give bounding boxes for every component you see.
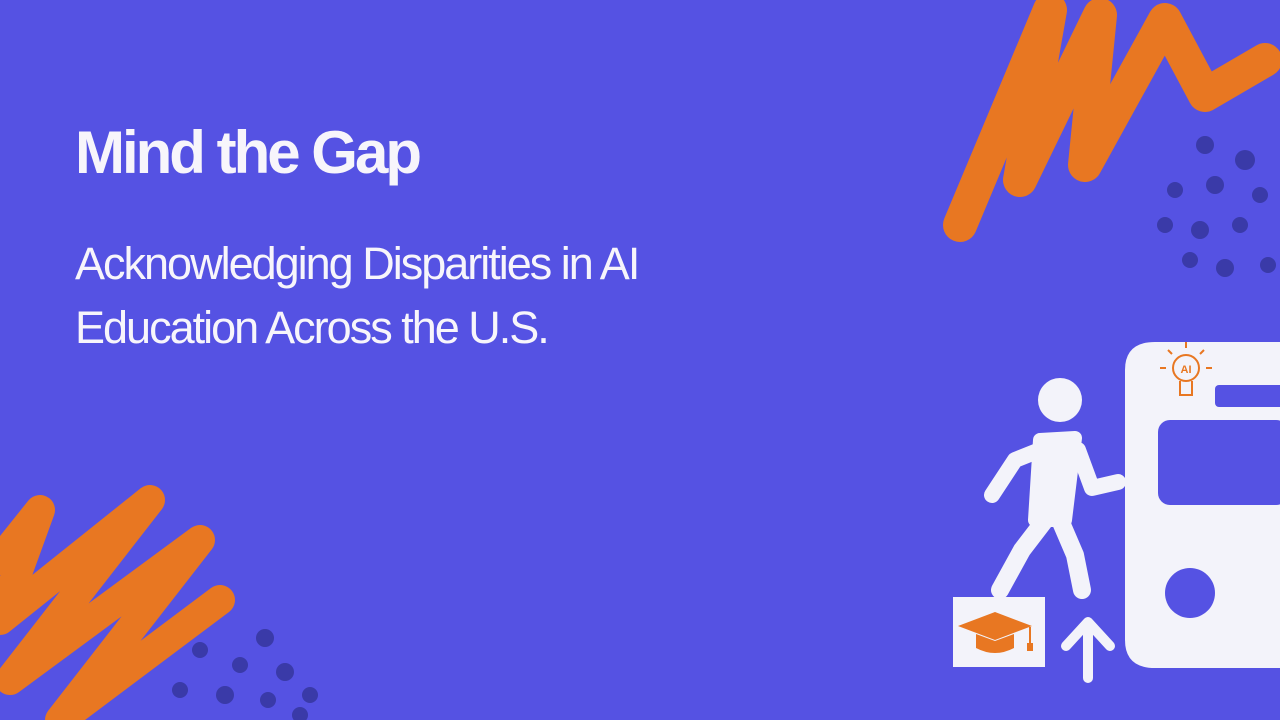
dots: [172, 629, 318, 720]
ai-bulb: [1160, 342, 1212, 396]
grad-cap: [958, 612, 1033, 653]
dots: [1157, 136, 1276, 277]
subtitle-line: Acknowledging Disparities in AI: [75, 238, 640, 289]
subtitle-line: Education Across the U.S.: [75, 302, 550, 353]
bus-window: [1158, 420, 1280, 505]
bus-sign: [1215, 385, 1280, 407]
bus-light: [1165, 568, 1215, 618]
ai-label: AI: [1181, 364, 1192, 376]
up-arrow: [1061, 617, 1115, 683]
scribble: [943, 0, 1280, 242]
person: [984, 378, 1126, 599]
scribble: [0, 485, 235, 720]
title: Mind the Gap: [75, 119, 422, 186]
subtitle: Acknowledging Disparities in AI Educatio…: [75, 232, 640, 360]
